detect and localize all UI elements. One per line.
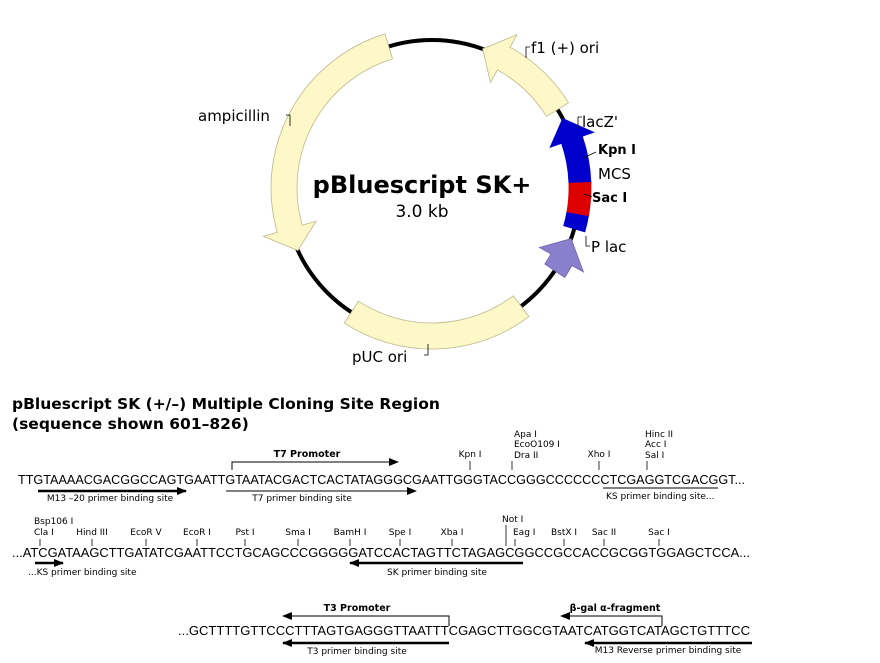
enzyme-label: Eag I <box>513 528 535 538</box>
enzyme-hinc: Hinc II <box>645 430 673 440</box>
sequence-line-2: Bsp106 I ...ATCGATAAGCTTGATATCGAATTCCTGC… <box>12 515 750 578</box>
enzyme-label: BstX I <box>551 528 577 538</box>
m13-reverse-primer-label: M13 Reverse primer binding site <box>595 646 742 656</box>
mcs-title: pBluescript SK (+/–) Multiple Cloning Si… <box>12 395 440 413</box>
sequence-2: ...ATCGATAAGCTTGATATCGAATTCCTGCAGCCCGGGG… <box>12 545 750 560</box>
sequence-line-1: T7 Promoter Kpn I Apa I EcoO109 I Dra II… <box>18 430 745 504</box>
feature-lacz-lower <box>563 211 590 233</box>
enzyme-xho: Xho I <box>588 450 611 460</box>
enzyme-sal: Sal I <box>645 451 664 461</box>
kpn-label: Kpn I <box>598 143 636 158</box>
enzyme-dra: Dra II <box>514 451 538 461</box>
enzyme-label: Xba I <box>441 528 464 538</box>
plasmid-map: pBluescript SK+ 3.0 kb f1 (+) ori lacZ' … <box>198 33 636 366</box>
ampicillin-bracket <box>286 114 291 126</box>
enzyme-label: EcoR I <box>183 528 211 538</box>
feature-ampicillin <box>262 33 394 252</box>
sequence-1: TTGTAAAACGACGGCCAGTGAATTGTAATACGACTCACTA… <box>18 472 745 487</box>
enzyme-label: Pst I <box>235 528 254 538</box>
enzyme-label: Sac I <box>648 528 670 538</box>
t7-primer-label: T7 primer binding site <box>251 494 352 504</box>
enzyme-label: BamH I <box>334 528 367 538</box>
enzyme-label: Sac II <box>592 528 616 538</box>
feature-f1-ori <box>482 33 570 118</box>
feature-mcs <box>566 182 592 217</box>
enzyme-label: Spe I <box>389 528 411 538</box>
feature-plac <box>538 238 585 279</box>
lacz-label: lacZ' <box>582 113 618 131</box>
f1-ori-label: f1 (+) ori <box>531 39 599 57</box>
sac-label: Sac I <box>592 191 627 206</box>
ks-primer-label: KS primer binding site... <box>606 492 715 502</box>
f1-ori-bracket <box>525 46 530 58</box>
plac-bracket <box>585 236 590 247</box>
enzyme-bsp106: Bsp106 I <box>34 517 73 527</box>
sequence-line-3: T3 Promoter β-gal α-fragment ...GCTTTTGT… <box>178 603 752 657</box>
t3-promoter-bracket <box>282 612 450 626</box>
sac-leader <box>583 193 593 198</box>
enzyme-apa: Apa I <box>514 430 537 440</box>
enzyme-label: Cla I <box>34 528 54 538</box>
enzyme-eco0109: EcoO109 I <box>514 440 560 450</box>
t3-primer-label: T3 primer binding site <box>306 647 407 657</box>
puc-ori-label: pUC ori <box>352 348 407 366</box>
puc-ori-bracket <box>424 344 429 356</box>
ks-primer-label: ...KS primer binding site <box>28 568 137 578</box>
t7-promoter-label: T7 Promoter <box>274 449 341 460</box>
mcs-subtitle: (sequence shown 601–826) <box>12 415 249 433</box>
mcs-label: MCS <box>598 165 631 183</box>
sequence-3: ...GCTTTTGTTCCCTTTAGTGAGGGTTAATTTCGAGCTT… <box>178 623 750 638</box>
t7-promoter-bracket <box>231 458 399 470</box>
beta-gal-label: β-gal α-fragment <box>570 603 661 614</box>
enzyme-label: Sma I <box>285 528 311 538</box>
plasmid-size: 3.0 kb <box>395 202 448 222</box>
sk-primer-label: SK primer binding site <box>387 568 487 578</box>
kpn-leader <box>582 151 597 159</box>
lacz-bracket <box>577 116 582 128</box>
m13-20-primer-label: M13 –20 primer binding site <box>47 494 174 504</box>
t3-promoter-label: T3 Promoter <box>324 603 391 614</box>
feature-puc-ori <box>343 295 530 350</box>
plasmid-name: pBluescript SK+ <box>313 171 532 199</box>
plac-label: P lac <box>591 238 626 256</box>
enzyme-kpn: Kpn I <box>459 450 482 460</box>
enzyme-label: Hind III <box>76 528 108 538</box>
enzyme-label: EcoR V <box>130 528 162 538</box>
beta-gal-bracket <box>560 612 663 626</box>
enzyme-acc: Acc I <box>645 440 666 450</box>
ampicillin-label: ampicillin <box>198 107 270 125</box>
enzyme-label: Not I <box>502 515 523 525</box>
